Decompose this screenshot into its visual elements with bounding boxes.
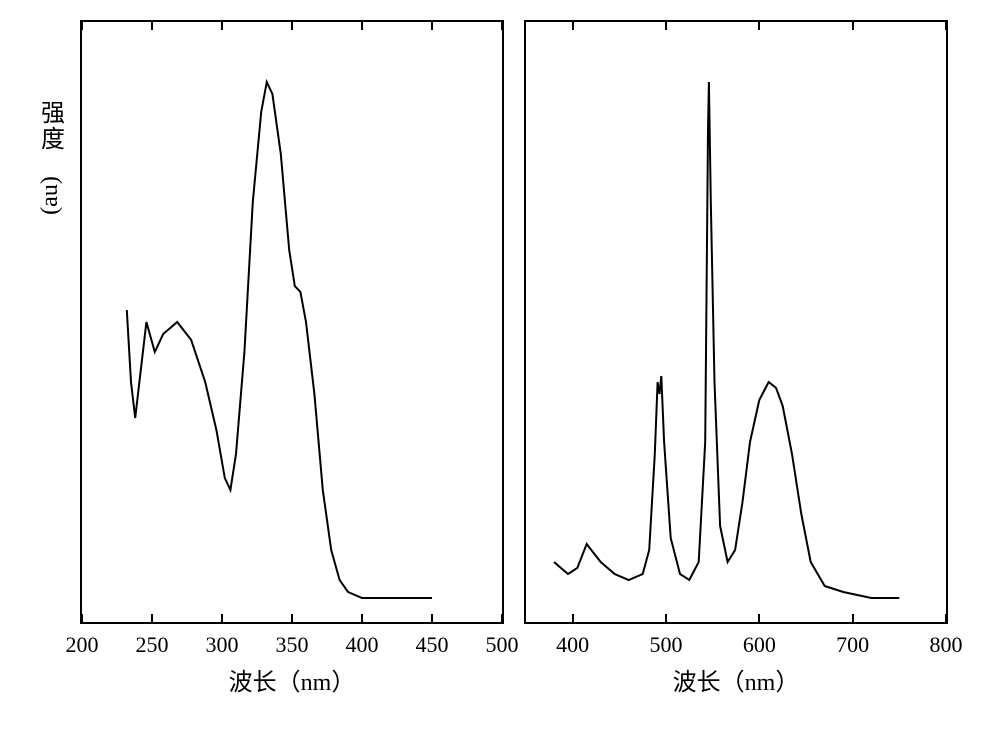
x-tick-label: 350	[276, 632, 309, 658]
x-tick-mark	[665, 22, 667, 30]
right-curve-svg	[526, 22, 946, 622]
panels: 200250300350400450500 波长（nm） 40050060070…	[80, 20, 948, 697]
x-tick-mark	[81, 614, 83, 622]
x-tick-mark	[361, 22, 363, 30]
y-axis-label-unit: (au)	[36, 176, 63, 215]
x-tick-mark	[151, 614, 153, 622]
x-tick-mark	[758, 614, 760, 622]
x-tick-mark	[945, 614, 947, 622]
y-axis-label-cn: 强度	[33, 100, 68, 152]
right-panel: 400500600700800 波长（nm）	[524, 20, 948, 697]
x-tick-label: 400	[556, 632, 589, 658]
left-plot-area	[80, 20, 504, 624]
x-tick-mark	[291, 22, 293, 30]
x-tick-mark	[501, 22, 503, 30]
x-tick-mark	[758, 22, 760, 30]
x-tick-mark	[361, 614, 363, 622]
x-tick-label: 500	[650, 632, 683, 658]
left-x-ticks: 200250300350400450500	[82, 624, 502, 654]
x-tick-mark	[291, 614, 293, 622]
right-x-ticks: 400500600700800	[526, 624, 946, 654]
x-tick-mark	[221, 614, 223, 622]
x-tick-mark	[572, 22, 574, 30]
x-tick-label: 200	[66, 632, 99, 658]
x-tick-mark	[572, 614, 574, 622]
spectrum-line	[127, 82, 432, 598]
x-tick-label: 300	[206, 632, 239, 658]
x-tick-label: 450	[416, 632, 449, 658]
x-tick-label: 700	[836, 632, 869, 658]
x-tick-mark	[945, 22, 947, 30]
x-tick-mark	[852, 22, 854, 30]
figure-container: 强度 (au) 200250300350400450500 波长（nm） 400…	[20, 20, 980, 730]
x-tick-mark	[852, 614, 854, 622]
left-curve-svg	[82, 22, 502, 622]
x-tick-mark	[431, 614, 433, 622]
x-tick-mark	[665, 614, 667, 622]
y-axis-label-container: 强度 (au)	[20, 20, 80, 209]
right-plot-area	[524, 20, 948, 624]
left-x-axis-label: 波长（nm）	[229, 662, 356, 697]
x-tick-mark	[501, 614, 503, 622]
x-tick-label: 500	[486, 632, 519, 658]
x-tick-mark	[151, 22, 153, 30]
spectrum-line	[554, 82, 899, 598]
left-panel: 200250300350400450500 波长（nm）	[80, 20, 504, 697]
x-tick-mark	[81, 22, 83, 30]
x-tick-label: 400	[346, 632, 379, 658]
x-tick-mark	[431, 22, 433, 30]
right-x-axis-label: 波长（nm）	[673, 662, 800, 697]
x-tick-mark	[221, 22, 223, 30]
x-tick-label: 250	[136, 632, 169, 658]
x-tick-label: 800	[930, 632, 963, 658]
x-tick-label: 600	[743, 632, 776, 658]
